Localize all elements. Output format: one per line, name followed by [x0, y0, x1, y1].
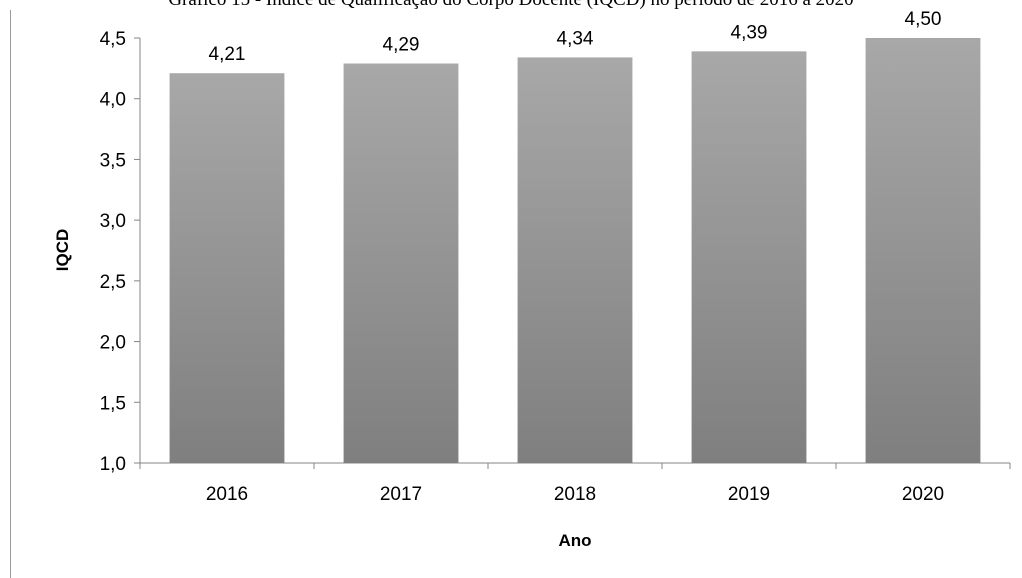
- page-title: Gráfico 15 - Índice de Qualificação do C…: [0, 0, 1022, 10]
- bar-2020: [865, 38, 981, 463]
- bar-2017: [343, 63, 459, 463]
- bar-2019: [691, 51, 807, 463]
- y-axis: 1,0 1,5 2,0 2,5 3,0 3,5 4,0 4,5: [100, 29, 141, 475]
- data-label-2018: 4,34: [557, 28, 594, 49]
- y-tick-label: 1,0: [100, 454, 126, 475]
- bar-2016: [169, 73, 285, 463]
- x-tick-label-2016: 2016: [206, 484, 248, 505]
- x-tick-label-2017: 2017: [380, 484, 422, 505]
- x-tick-label-2018: 2018: [554, 484, 596, 505]
- y-tick-label: 3,5: [100, 150, 126, 171]
- x-axis: 2016 2017 2018 2019 2020: [139, 462, 1011, 505]
- x-tick-label-2020: 2020: [902, 484, 944, 505]
- bars-group: [169, 38, 981, 464]
- y-tick-label: 1,5: [100, 393, 126, 414]
- chart-frame: [10, 10, 1022, 578]
- data-label-2016: 4,21: [209, 44, 246, 65]
- data-label-2019: 4,39: [731, 22, 768, 43]
- x-tick-label-2019: 2019: [728, 484, 770, 505]
- y-axis-title: IQCD: [53, 229, 72, 272]
- bar-2018: [517, 57, 633, 464]
- data-labels-group: 4,21 4,29 4,34 4,39 4,50: [209, 9, 942, 65]
- data-label-2017: 4,29: [383, 35, 420, 56]
- y-tick-label: 4,5: [100, 29, 126, 50]
- x-axis-title: Ano: [558, 531, 591, 550]
- data-label-2020: 4,50: [905, 9, 942, 30]
- y-tick-label: 4,0: [100, 90, 126, 111]
- y-tick-label: 3,0: [100, 211, 126, 232]
- y-tick-label: 2,5: [100, 272, 126, 293]
- y-tick-label: 2,0: [100, 333, 126, 354]
